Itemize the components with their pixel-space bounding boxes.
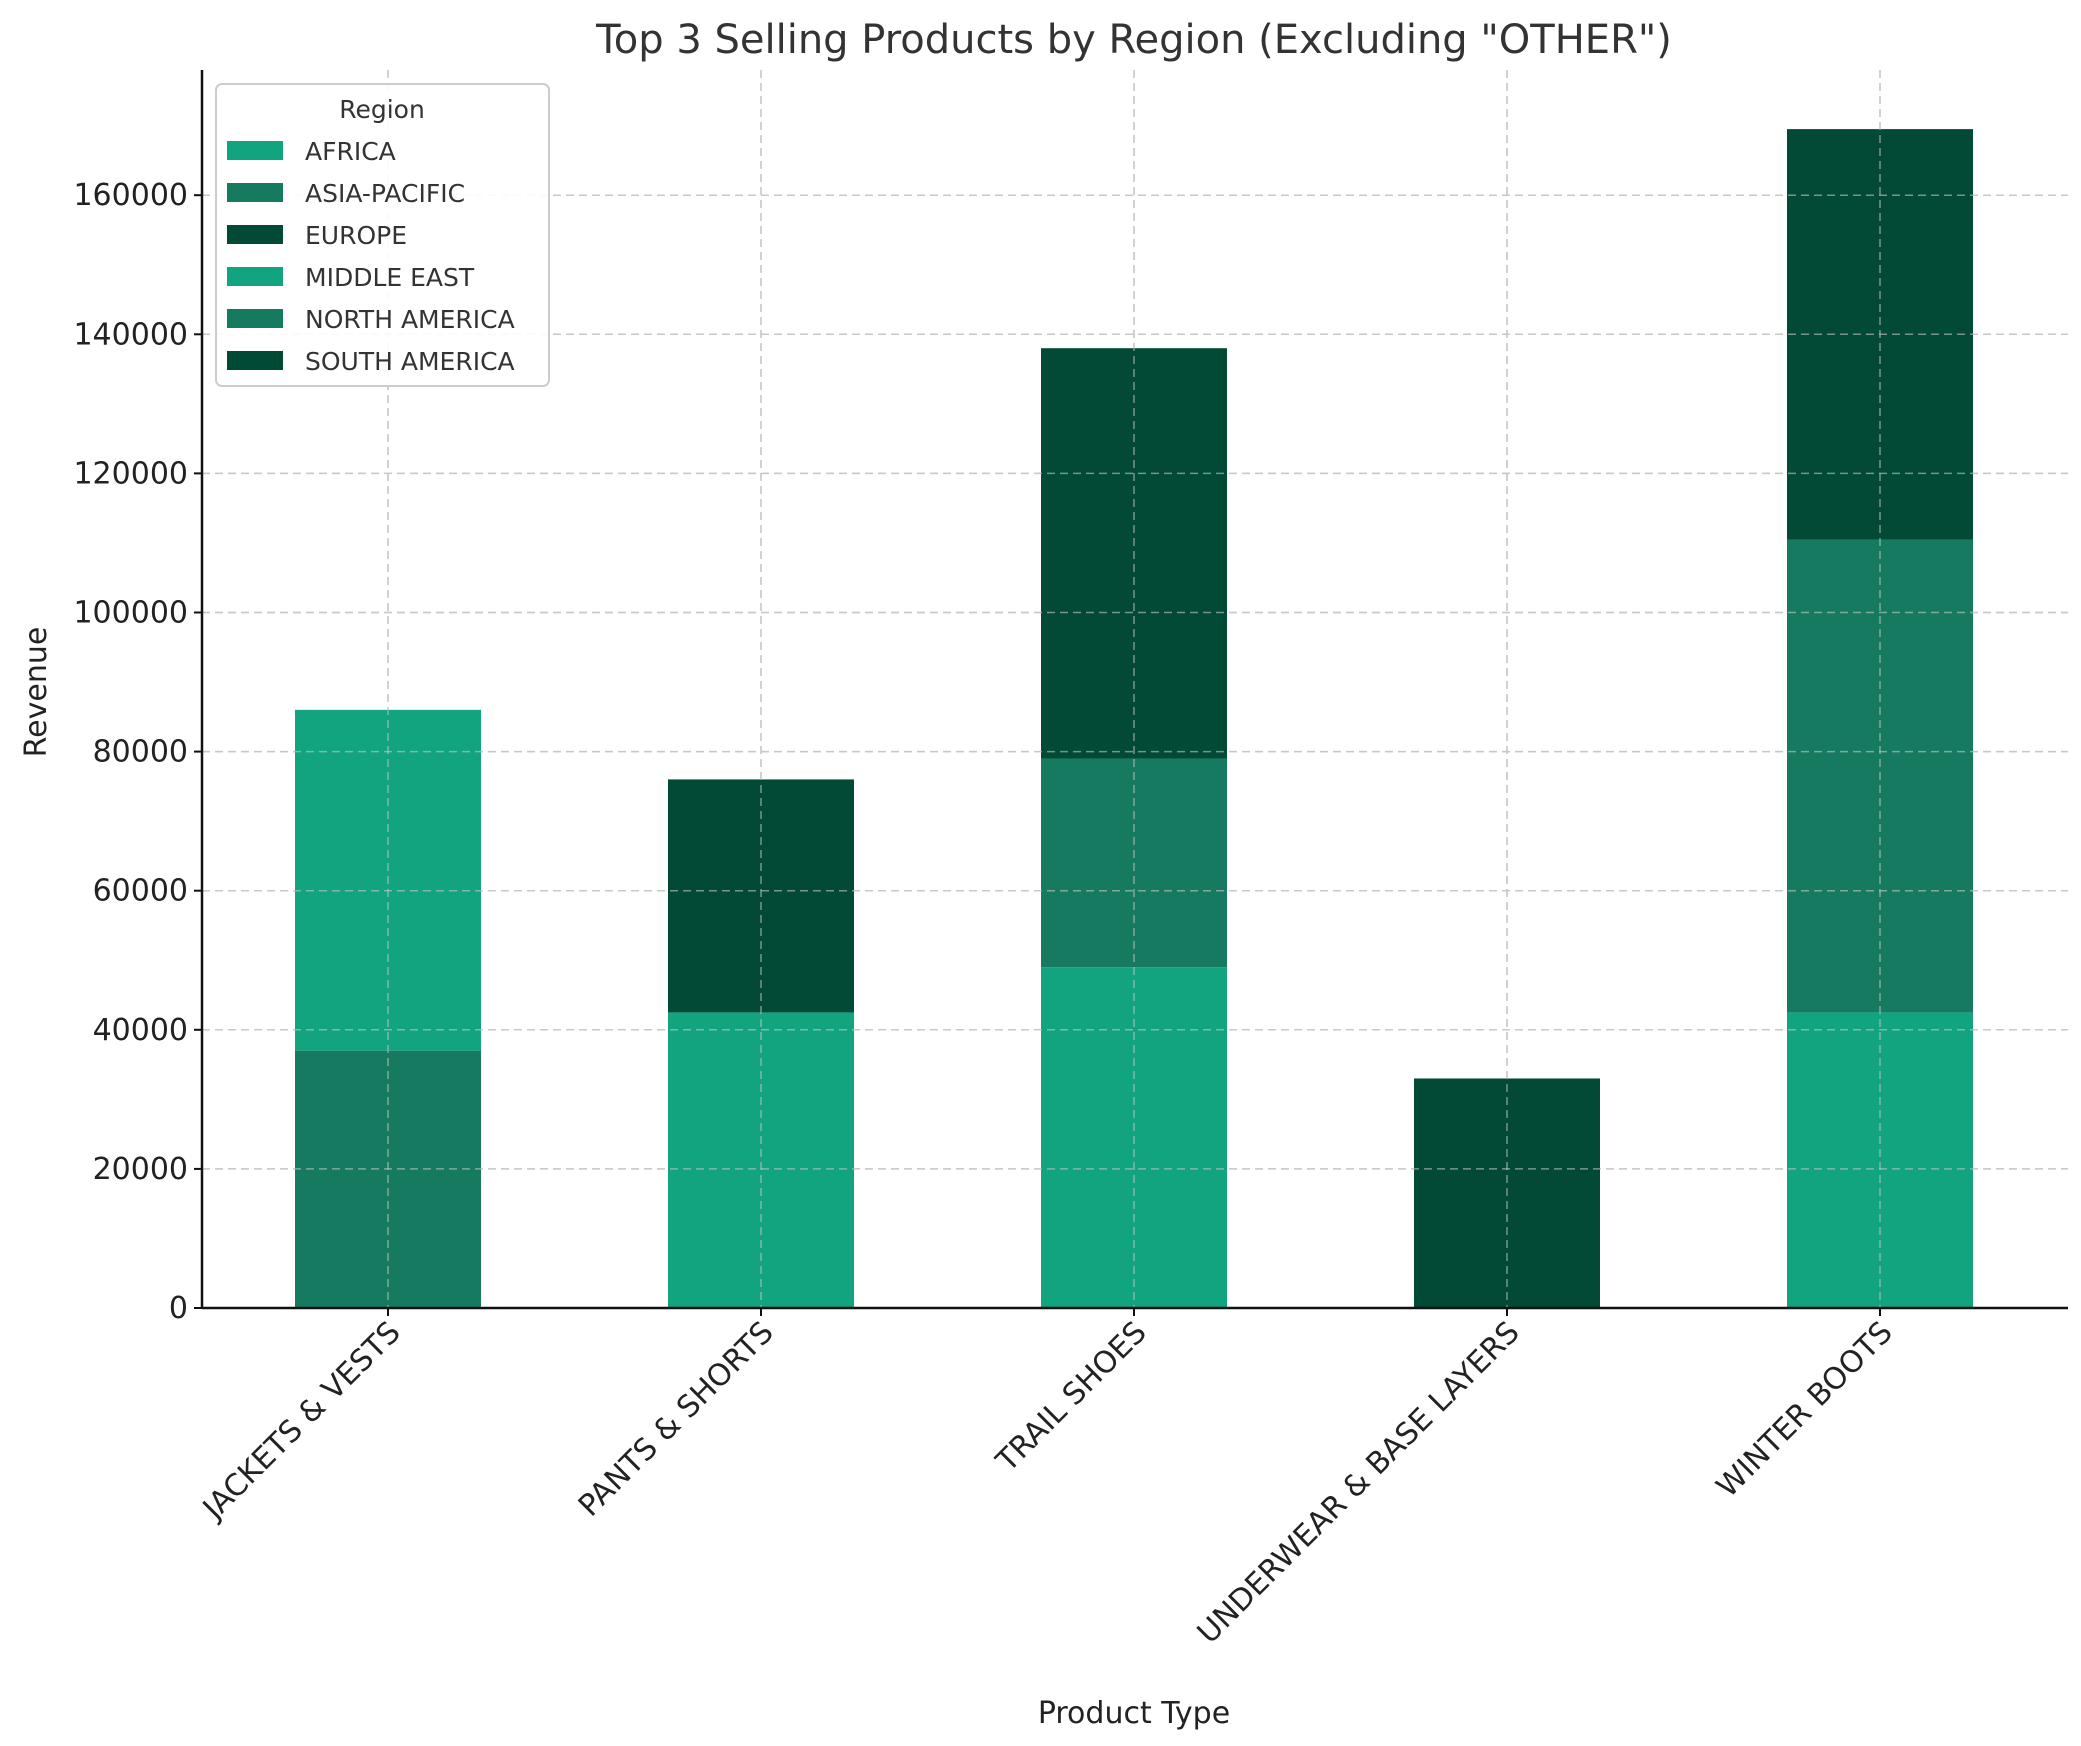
y-tick-label: 80000 [93,735,188,770]
y-axis-label: Revenue [19,627,54,758]
legend-label: ASIA-PACIFIC [305,179,465,208]
legend-swatch [227,141,283,160]
y-tick-label: 20000 [93,1152,188,1187]
y-tick-label: 140000 [73,317,188,352]
legend-label: MIDDLE EAST [305,263,475,292]
legend-box [215,83,550,387]
x-tick-label: PANTS & SHORTS [572,1315,781,1524]
bar-segment [1787,1012,1973,1308]
y-tick-label: 0 [169,1291,188,1326]
x-axis-label: Product Type [1038,1696,1230,1731]
x-tick-label: JACKETS & VESTS [195,1315,408,1528]
x-ticks: JACKETS & VESTS PANTS & SHORTS TRAIL SHOES… [195,1308,1900,1651]
x-tick-label: UNDERWEAR & BASE LAYERS [1191,1315,1527,1651]
y-tick-label: 100000 [73,595,188,630]
legend-swatch [227,225,283,244]
legend-label: AFRICA [305,137,396,166]
legend-label: SOUTH AMERICA [305,347,515,376]
legend-swatch [227,351,283,370]
legend-items: AFRICA ASIA-PACIFIC EUROPE MIDDLE EAST NORTH… [227,137,515,376]
legend-swatch [227,267,283,286]
x-tick-label: WINTER BOOTS [1710,1315,1900,1505]
y-tick-label: 160000 [73,178,188,213]
y-tick-label: 40000 [93,1013,188,1048]
y-ticks: 0 20000 40000 60000 80000 100000 120000 140000 1… [73,178,202,1326]
bars [202,70,2068,1308]
chart-title: Top 3 Selling Products by Region (Exclud… [595,17,1672,63]
y-tick-label: 120000 [73,456,188,491]
legend-swatch [227,183,283,202]
legend-label: EUROPE [305,221,407,250]
x-tick-label: TRAIL SHOES [989,1315,1154,1480]
legend: Region AFRICA ASIA-PACIFIC EUROPE MIDDLE EA… [215,83,550,387]
legend-label: NORTH AMERICA [305,305,515,334]
bar-segment [668,1012,854,1308]
y-tick-label: 60000 [93,874,188,909]
legend-swatch [227,309,283,328]
legend-title: Region [339,95,425,124]
